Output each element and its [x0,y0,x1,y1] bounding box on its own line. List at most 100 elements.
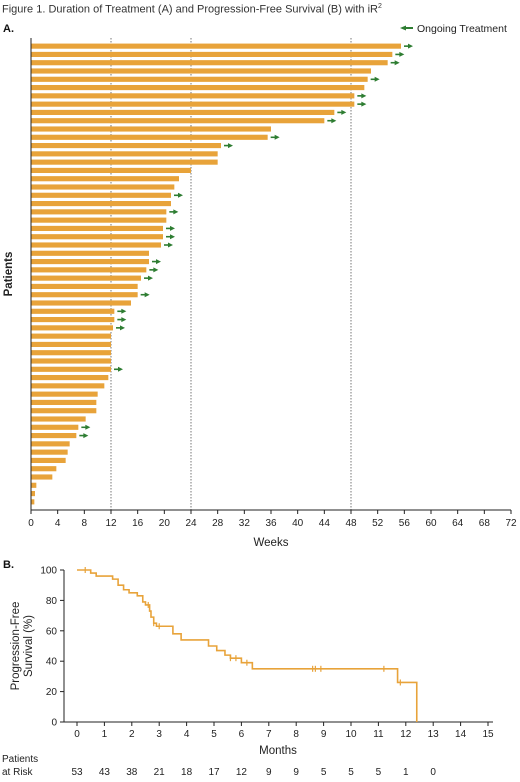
x-tick-label: 4 [55,518,61,529]
bar [31,333,111,339]
arrow-head [121,308,127,314]
bar [31,192,171,198]
x-tick-label: 8 [82,518,88,529]
bar [31,259,149,265]
ongoing-arrow-icon [166,225,175,231]
x-tick-label: 56 [399,518,411,529]
ongoing-arrow-icon [174,192,183,198]
ongoing-arrow-icon [224,143,233,149]
y-tick-label: 60 [46,626,58,637]
risk-table-value: 53 [71,767,83,778]
bar [31,209,167,215]
arrow-head [83,433,89,439]
arrow-head [148,275,153,281]
bar [31,433,77,439]
arrow-head [228,143,233,149]
ongoing-arrow-icon [404,43,413,49]
risk-table-value: 43 [99,767,111,778]
bar [31,134,268,140]
legend-label: Ongoing Treatment [417,23,507,35]
risk-table-value: 12 [236,767,248,778]
bar [31,457,66,463]
x-tick-label: 52 [372,518,384,529]
bar [31,118,325,124]
panel-a-label: A. [3,23,14,35]
arrow-head [170,225,175,231]
risk-table-values: 53 43 38 21 18 17 12 9 9 5 5 5 1 0 [71,767,436,778]
arrow-head [153,267,159,273]
bar [31,68,371,74]
x-tick-label: 32 [239,518,251,529]
ongoing-arrows [79,43,413,439]
panel-b-label: B. [3,559,14,571]
x-tick-label: 6 [239,729,245,740]
ongoing-arrow-icon [149,267,159,273]
ongoing-arrow-icon [337,109,347,115]
x-tick-label: 4 [184,729,190,740]
y-axis-ticks: 0 20 40 60 80 100 [40,566,64,729]
arrow-head [274,134,280,140]
bar [31,350,111,356]
bar [31,449,68,455]
arrow-head [144,292,150,298]
bar [31,275,141,281]
bars [31,43,401,505]
x-tick-label: 5 [211,729,217,740]
legend-arrow-icon [400,25,413,31]
ongoing-arrow-icon [152,259,161,265]
ongoing-arrow-icon [395,51,405,57]
bar [31,60,388,66]
x-tick-label: 16 [132,518,144,529]
risk-table-value: 18 [181,767,193,778]
figure-title-text: Figure 1. Duration of Treatment (A) and … [2,3,378,16]
arrow-head [178,192,183,198]
arrow-head [118,366,123,372]
x-tick-label: 1 [102,729,108,740]
arrow-head [361,93,367,99]
arrow-head [168,242,173,248]
x-tick-label: 72 [505,518,517,529]
x-tick-label: 0 [74,729,80,740]
bar [31,159,218,165]
bar [31,341,111,347]
bar [31,325,113,331]
y-tick-label: 0 [51,718,57,729]
x-tick-label: 13 [428,729,440,740]
bar [31,217,167,223]
bar [31,51,393,57]
x-tick-label: 12 [400,729,412,740]
risk-table-value: 21 [154,767,166,778]
x-tick-label: 68 [479,518,491,529]
bar [31,85,365,91]
arrow-head [361,101,367,107]
bar [31,308,115,314]
x-tick-label: 10 [345,729,357,740]
bar [31,408,97,414]
risk-table-value: 38 [126,767,138,778]
y-axis-title-line-2: Survival (%) [23,615,35,677]
x-tick-label: 48 [345,518,357,529]
ongoing-arrow-icon [166,234,175,240]
x-tick-label: 20 [159,518,171,529]
bar [31,250,149,256]
bar [31,225,163,231]
risk-table-value: 9 [293,767,299,778]
x-tick-label: 24 [185,518,197,529]
bar [31,176,179,182]
survival-curve [77,569,418,722]
x-tick-label: 40 [292,518,304,529]
bar [31,366,111,372]
x-tick-label: 2 [129,729,135,740]
bar [31,234,163,240]
bar [31,416,86,422]
risk-table-value: 17 [208,767,220,778]
arrow-head [374,76,380,82]
bar [31,109,335,115]
reference-lines [110,38,352,510]
arrow-head [170,234,175,240]
bar [31,151,218,157]
x-tick-label: 8 [293,729,299,740]
x-axis-ticks: 0 1 2 3 4 5 6 7 8 9 10 11 12 13 14 15 [74,722,494,740]
risk-table-value: 5 [348,767,354,778]
